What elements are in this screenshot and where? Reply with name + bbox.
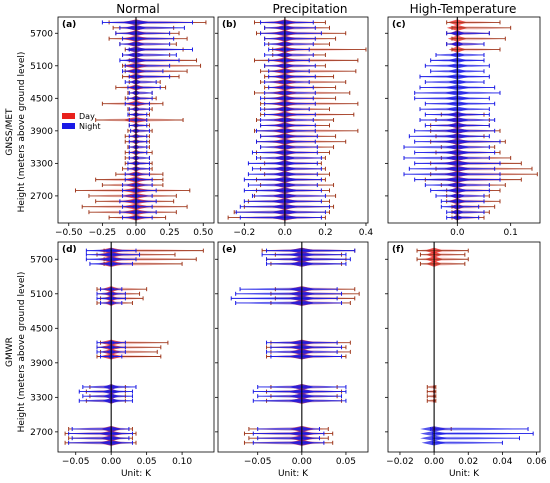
panel-label: (e)	[222, 245, 236, 255]
x-tick-label: 0.05	[137, 457, 157, 467]
row-label-bottom: GMWR	[5, 337, 15, 367]
column-title-precipitation: Precipitation	[272, 2, 347, 16]
y-tick-label: 3300	[30, 159, 53, 169]
panel-d: −0.05 0.00 0.05 0.10 2700 3300 3900 4500 5100 570…	[30, 241, 215, 479]
panel-e: −0.05 0.00 0.05 (e) Unit: K	[215, 241, 369, 479]
y-tick-label: 3900	[30, 127, 53, 137]
panel-b: −0.2 0.0 0.2 0.4 (b)	[215, 16, 374, 238]
x-tick-label: 0.02	[458, 457, 478, 467]
x-tick-label: −0.50	[55, 228, 83, 238]
panel-label: (c)	[392, 20, 406, 30]
y-tick-label: 5700	[30, 29, 53, 39]
column-title-normal: Normal	[116, 2, 159, 16]
y-axis-label-top: Height (meters above ground level)	[17, 52, 27, 213]
x-tick-label: 0.0	[450, 228, 465, 238]
x-tick-label: −0.2	[233, 228, 255, 238]
x-tick-label: −0.02	[386, 457, 414, 467]
panel-label: (f)	[392, 245, 404, 255]
x-tick-label: 0.10	[172, 457, 192, 467]
x-tick-label: 0.00	[424, 457, 444, 467]
legend-day-swatch	[62, 113, 75, 119]
y-tick-label: 2700	[30, 192, 53, 202]
x-axis-label: Unit: K	[278, 469, 309, 479]
panel-label: (a)	[62, 20, 76, 30]
y-tick-label: 4500	[30, 94, 53, 104]
y-tick-label: 3900	[30, 359, 53, 369]
legend-night-label: Night	[79, 122, 101, 131]
y-tick-label: 4500	[30, 324, 53, 334]
x-tick-label: 0.00	[126, 228, 146, 238]
x-tick-label: 0.05	[336, 457, 356, 467]
x-tick-label: 0.00	[292, 457, 312, 467]
x-axis-label: Unit: K	[449, 469, 480, 479]
y-tick-label: 5100	[30, 62, 53, 72]
x-tick-label: 0.4	[359, 228, 374, 238]
y-tick-label: 3300	[30, 393, 53, 403]
x-tick-label: −0.05	[244, 457, 272, 467]
panel-marks	[227, 19, 367, 221]
y-tick-label: 2700	[30, 428, 53, 438]
x-tick-label: 0.00	[101, 457, 121, 467]
x-tick-label: 0.04	[492, 457, 512, 467]
panel-label: (b)	[222, 20, 237, 30]
x-tick-label: 0.06	[527, 457, 547, 467]
x-tick-label: 0.1	[504, 228, 518, 238]
legend-day-label: Day	[79, 112, 95, 121]
panel-label: (d)	[62, 245, 77, 255]
y-tick-label: 5700	[30, 255, 53, 265]
x-tick-label: 0.25	[160, 228, 180, 238]
panel-f: −0.02 0.00 0.02 0.04 0.06 (f) Unit: K	[385, 241, 547, 479]
panel-marks	[64, 247, 204, 446]
x-tick-label: 0.2	[318, 228, 332, 238]
panel-frame	[387, 241, 541, 453]
y-tick-label: 5100	[30, 290, 53, 300]
x-axis-label: Unit: K	[121, 469, 152, 479]
row-label-top: GNSS/MET	[5, 108, 15, 156]
x-tick-label: 0.50	[193, 228, 213, 238]
y-axis-label-bottom: Height (meters above ground level)	[17, 272, 27, 433]
x-tick-label: 0.0	[278, 228, 293, 238]
panel-a: −0.50 −0.25 0.00 0.25 0.50 2700 3300 3900 4500 51…	[30, 16, 215, 238]
legend-night-swatch	[62, 123, 75, 129]
x-tick-label: −0.25	[89, 228, 117, 238]
panel-c: 0.0 0.1 (c)	[385, 16, 541, 238]
column-title-high-temperature: High-Temperature	[410, 2, 517, 16]
x-tick-label: −0.05	[62, 457, 90, 467]
